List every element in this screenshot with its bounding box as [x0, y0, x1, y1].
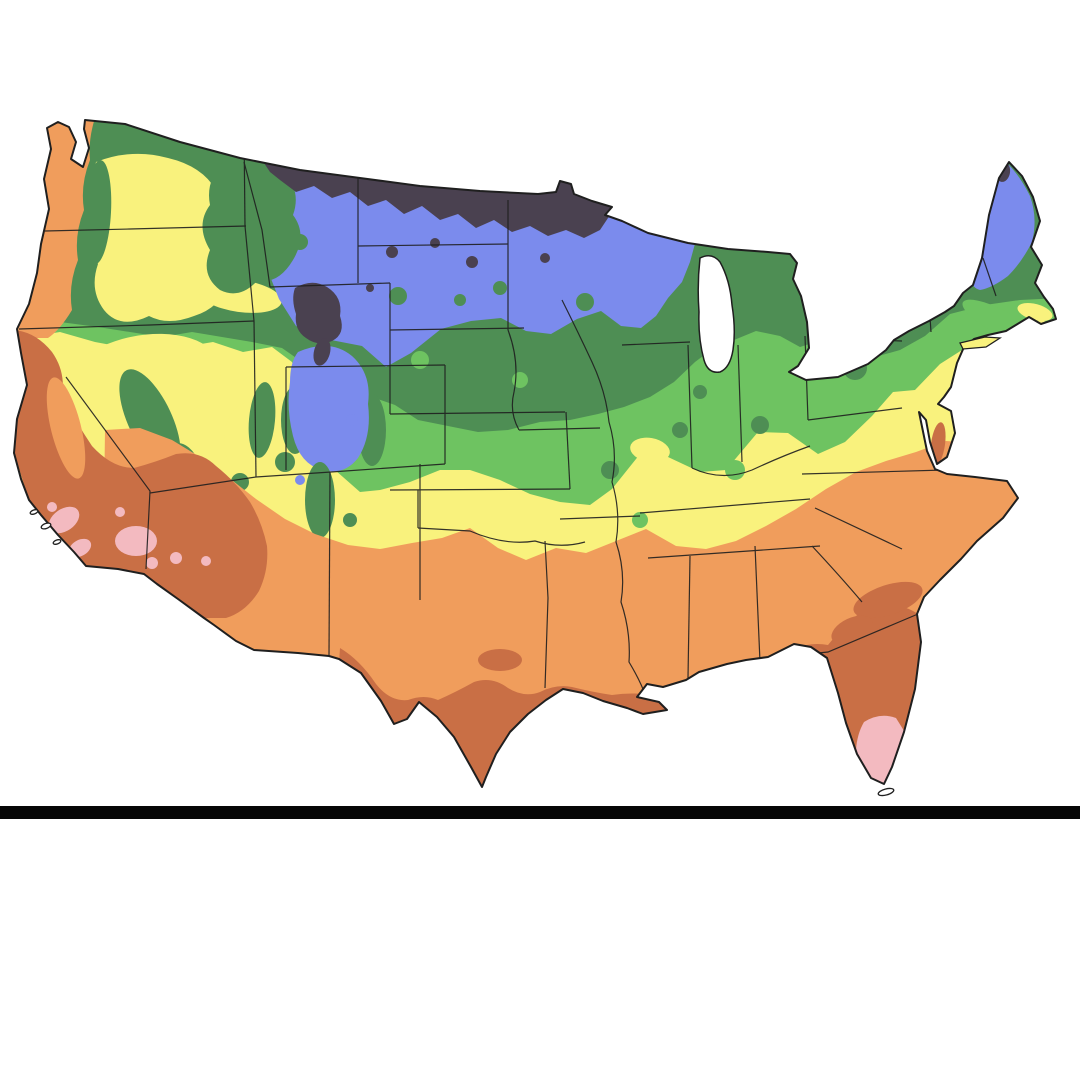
map-svg	[13, 119, 1057, 797]
zone-10-region	[47, 502, 906, 786]
long-island	[959, 336, 1003, 350]
florida-keys	[877, 787, 895, 797]
zone-fill-layers	[14, 120, 1056, 787]
state-borders	[18, 129, 997, 698]
lake-michigan	[697, 255, 736, 373]
us-hardiness-map	[13, 119, 1057, 797]
divider-bar	[0, 806, 1080, 819]
us-outline	[13, 119, 1057, 788]
zone-7-west-pockets	[59, 153, 1053, 478]
zone-8-central-valley	[46, 377, 86, 479]
channel-islands	[29, 509, 62, 545]
islands	[29, 336, 1003, 797]
zones-legend: ZONES: 3 4 5 6 7	[0, 840, 1080, 970]
